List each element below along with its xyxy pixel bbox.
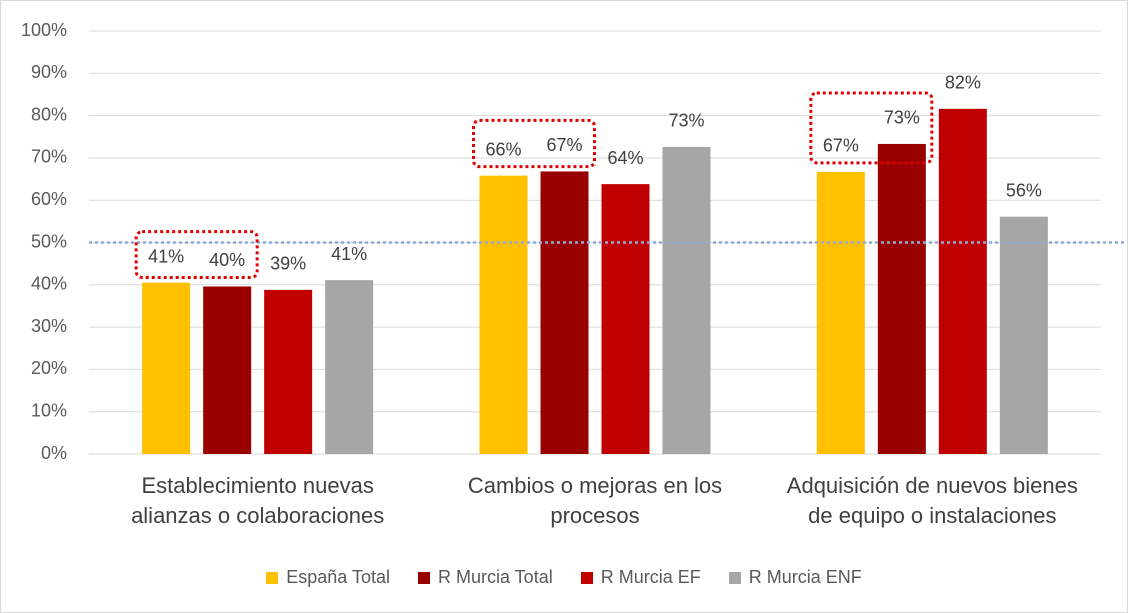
y-tick-label: 70% [31,147,67,167]
legend-label: R Murcia ENF [748,567,862,587]
y-tick-label: 10% [31,400,67,420]
data-label: 66% [485,139,521,159]
bar [540,171,589,454]
data-label: 67% [546,135,582,155]
y-tick-label: 50% [31,231,67,251]
y-tick-label: 40% [31,274,67,294]
highlight-box [134,230,259,279]
bar [479,175,528,454]
y-tick-label: 30% [31,316,67,336]
legend-item: R Murcia Total [418,567,553,588]
bar [601,184,650,454]
legend-swatch [266,571,279,584]
bar [816,171,865,454]
highlight-box [472,118,596,169]
legend-swatch [580,571,593,584]
bar [938,108,987,454]
bar [203,286,252,454]
data-label: 73% [884,108,920,128]
y-tick-label: 20% [31,358,67,378]
data-label: 39% [270,254,306,274]
y-tick-label: 60% [31,189,67,209]
legend-label: R Murcia Total [438,567,553,587]
bar [325,280,374,454]
bar [662,146,711,455]
data-label: 73% [668,111,704,131]
data-label: 67% [823,136,859,156]
data-label: 56% [1006,180,1042,200]
highlight-box [809,91,934,165]
data-label: 40% [209,250,245,270]
legend-label: España Total [286,567,390,587]
legend-label: R Murcia EF [600,567,701,587]
data-label: 64% [607,148,643,168]
data-label: 41% [148,246,184,266]
data-label: 82% [945,73,981,93]
y-tick-label: 100% [21,20,67,40]
legend-item: R Murcia ENF [728,567,862,588]
data-label: 41% [331,244,367,264]
y-tick-label: 0% [41,443,67,463]
x-tick-label: Cambios o mejoras en los procesos [467,473,723,528]
legend-item: España Total [266,567,390,588]
legend: España Total R Murcia Total R Murcia EF R M… [1,567,1127,588]
legend-swatch [418,571,430,584]
bar [877,143,926,455]
bar [999,216,1048,454]
x-tick-label: Establecimiento nuevas alianzas o colabo… [131,473,385,528]
legend-swatch [728,571,741,584]
y-tick-label: 90% [31,62,67,82]
x-tick-label: Adquisición de nuevos bienes de equipo o… [786,473,1078,528]
bar [142,282,191,454]
legend-item: R Murcia EF [580,567,701,588]
y-tick-label: 80% [31,104,67,124]
bar [264,289,313,454]
